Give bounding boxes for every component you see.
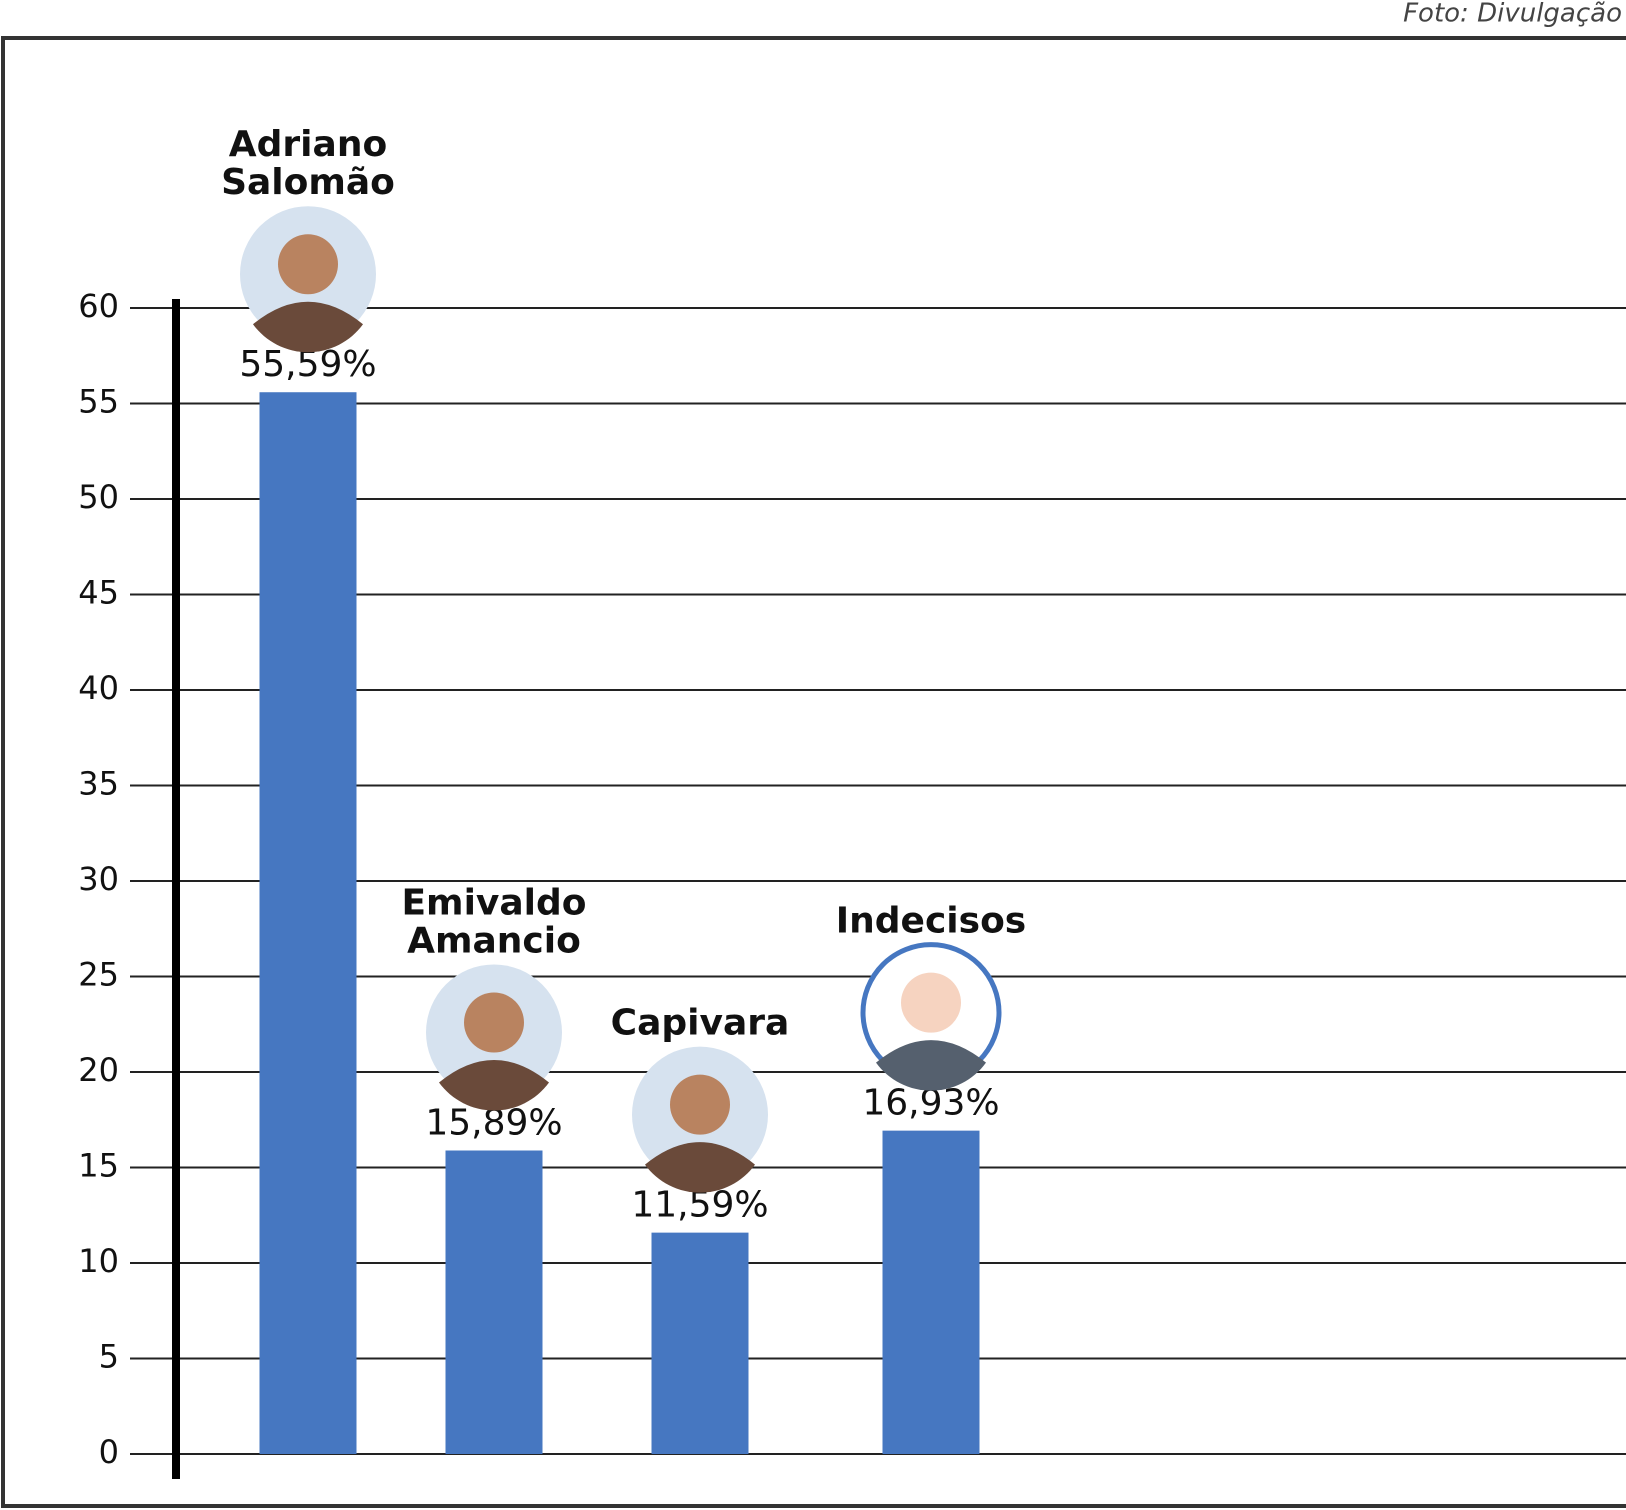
candidate-name: Indecisos — [836, 901, 1026, 942]
y-tick-label: 55 — [78, 383, 119, 421]
y-tick-label: 40 — [78, 669, 119, 707]
y-tick-label: 5 — [99, 1338, 119, 1376]
candidate-name: Adriano Salomão — [221, 124, 395, 203]
y-tick-label: 45 — [78, 574, 119, 612]
y-tick-label: 10 — [78, 1242, 119, 1280]
y-tick-label: 30 — [78, 860, 119, 898]
photo-body — [439, 1060, 549, 1111]
bar — [651, 1232, 749, 1454]
photo-head — [464, 992, 524, 1053]
photo-head — [278, 234, 338, 295]
photo-credit: Foto: Divulgação — [1403, 0, 1622, 29]
y-tick-label: 50 — [78, 478, 119, 516]
y-tick-label: 25 — [78, 956, 119, 994]
candidate-name: Emivaldo Amancio — [401, 883, 586, 962]
y-tick-label: 35 — [78, 765, 119, 803]
bar — [882, 1130, 980, 1454]
bar — [259, 392, 357, 1455]
y-tick-label: 0 — [99, 1433, 119, 1471]
bar — [445, 1150, 543, 1454]
photo-body — [645, 1142, 755, 1193]
frame — [1, 36, 1626, 1508]
y-tick-label: 20 — [78, 1051, 119, 1089]
photo-body — [876, 1040, 986, 1091]
y-tick-label: 15 — [78, 1147, 119, 1185]
photo-body — [253, 301, 363, 353]
photo-head — [670, 1074, 730, 1135]
y-tick-label: 60 — [78, 287, 119, 325]
candidate-name: Capivara — [611, 1003, 790, 1044]
photo-head — [901, 972, 961, 1033]
